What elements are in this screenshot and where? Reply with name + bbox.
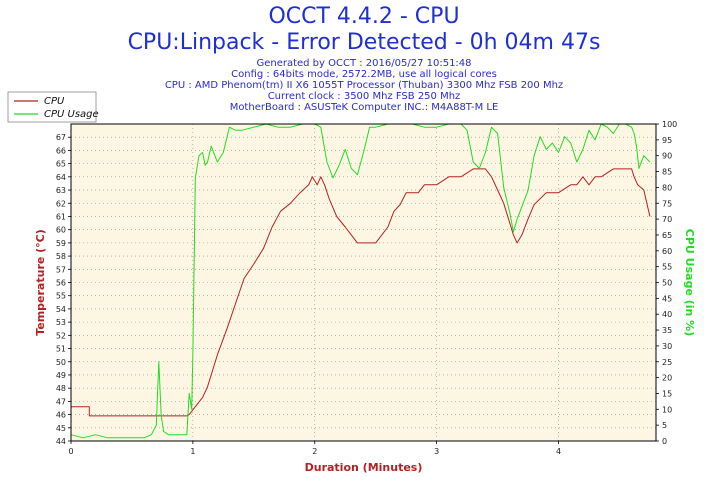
series-line-cpu xyxy=(71,168,651,417)
y-axis-label-right: CPU Usage (in %) xyxy=(683,229,696,336)
y-tick-label-right: 40 xyxy=(662,310,672,319)
y-tick-label-left: 55 xyxy=(56,292,66,301)
y-tick-label-left: 45 xyxy=(56,424,66,433)
y-tick-label-left: 49 xyxy=(56,371,66,380)
y-tick-label-right: 15 xyxy=(662,389,672,398)
y-tick-label-left: 57 xyxy=(56,265,66,274)
y-tick-label-left: 51 xyxy=(56,345,66,354)
y-tick-label-left: 48 xyxy=(56,384,66,393)
y-tick-label-left: 63 xyxy=(56,186,66,195)
y-tick-label-right: 75 xyxy=(662,199,672,208)
info-cpu: CPU : AMD Phenom(tm) II X6 1055T Process… xyxy=(164,80,564,91)
y-tick-label-right: 90 xyxy=(662,152,672,161)
legend-label-usage: CPU Usage xyxy=(44,109,99,120)
y-tick-label-left: 65 xyxy=(56,160,66,169)
x-axis-label: Duration (Minutes) xyxy=(305,461,423,474)
y-tick-label-left: 58 xyxy=(56,252,66,261)
info-clock: Current clock : 3500 Mhz FSB 250 Mhz xyxy=(267,91,461,102)
y-tick-label-left: 67 xyxy=(56,133,66,142)
x-tick-label: 3 xyxy=(434,447,439,456)
chart-subtitle: CPU:Linpack - Error Detected - 0h 04m 47… xyxy=(127,30,601,55)
y-tick-label-left: 52 xyxy=(56,331,66,340)
y-tick-label-left: 60 xyxy=(56,226,66,235)
y-tick-label-right: 80 xyxy=(662,183,672,192)
y-tick-label-right: 5 xyxy=(662,421,667,430)
y-tick-label-left: 66 xyxy=(56,146,66,155)
x-tick-label: 0 xyxy=(68,447,73,456)
y-tick-label-left: 50 xyxy=(56,358,66,367)
y-tick-label-right: 60 xyxy=(662,247,672,256)
info-motherboard: MotherBoard : ASUSTeK Computer INC.: M4A… xyxy=(229,102,499,113)
series-line-cpu-usage xyxy=(70,123,651,439)
info-generated: Generated by OCCT : 2016/05/27 10:51:48 xyxy=(256,58,472,69)
y-tick-label-right: 45 xyxy=(662,294,672,303)
y-tick-label-right: 50 xyxy=(662,279,672,288)
y-tick-label-left: 62 xyxy=(56,199,66,208)
y-tick-label-right: 85 xyxy=(662,168,672,177)
legend: CPU CPU Usage xyxy=(7,91,99,123)
y-tick-label-right: 55 xyxy=(662,263,672,272)
y-tick-label-right: 100 xyxy=(662,120,677,129)
x-tick-label: 4 xyxy=(556,447,561,456)
y-tick-label-left: 64 xyxy=(56,173,66,182)
y-tick-label-left: 46 xyxy=(56,411,66,420)
info-config: Config : 64bits mode, 2572.2MB, use all … xyxy=(231,69,497,80)
y-tick-label-right: 30 xyxy=(662,342,672,351)
legend-box xyxy=(7,91,97,123)
y-tick-label-left: 54 xyxy=(56,305,66,314)
chart-title: OCCT 4.4.2 - CPU xyxy=(268,4,460,29)
y-tick-label-left: 44 xyxy=(56,437,66,446)
y-tick-label-left: 59 xyxy=(56,239,66,248)
x-tick-label: 1 xyxy=(190,447,195,456)
y-tick-label-right: 65 xyxy=(662,231,672,240)
y-tick-label-right: 35 xyxy=(662,326,672,335)
y-tick-label-right: 10 xyxy=(662,405,672,414)
y-tick-label-right: 20 xyxy=(662,374,672,383)
y-tick-label-left: 53 xyxy=(56,318,66,327)
y-tick-label-right: 0 xyxy=(662,437,667,446)
y-tick-label-right: 25 xyxy=(662,358,672,367)
y-tick-label-left: 47 xyxy=(56,397,66,406)
x-tick-label: 2 xyxy=(312,447,317,456)
y-tick-label-right: 70 xyxy=(662,215,672,224)
y-axis-label-left: Temperature (°C) xyxy=(34,229,47,336)
series-layer xyxy=(70,123,651,439)
y-tick-label-right: 95 xyxy=(662,136,672,145)
y-tick-label-left: 61 xyxy=(56,212,66,221)
y-tick-label-left: 56 xyxy=(56,279,66,288)
legend-label-cpu: CPU xyxy=(44,96,65,107)
axis-ticks: 4445464748495051525354555657585960616263… xyxy=(56,120,677,456)
